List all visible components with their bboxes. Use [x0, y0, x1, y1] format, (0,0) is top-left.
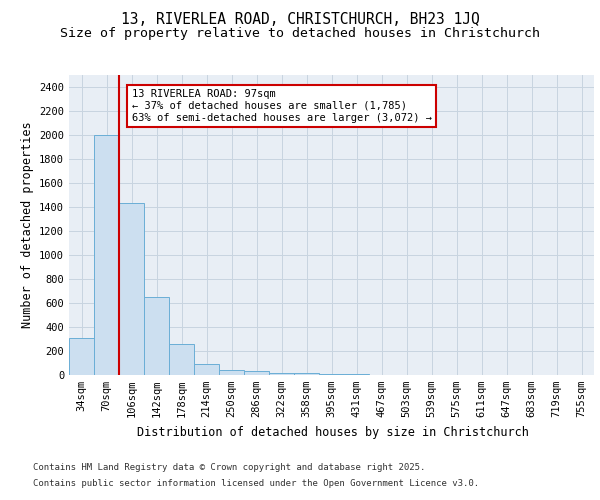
Bar [269, 372, 294, 375]
Bar [219, 370, 244, 375]
Text: Contains public sector information licensed under the Open Government Licence v3: Contains public sector information licen… [33, 478, 479, 488]
Text: Size of property relative to detached houses in Christchurch: Size of property relative to detached ho… [60, 28, 540, 40]
Bar [319, 374, 344, 375]
Bar [344, 374, 369, 375]
Y-axis label: Number of detached properties: Number of detached properties [20, 122, 34, 328]
Bar [119, 204, 144, 375]
Bar [194, 364, 219, 375]
Text: 13 RIVERLEA ROAD: 97sqm
← 37% of detached houses are smaller (1,785)
63% of semi: 13 RIVERLEA ROAD: 97sqm ← 37% of detache… [131, 90, 431, 122]
Bar [169, 344, 194, 375]
Bar [244, 372, 269, 375]
Bar [144, 297, 169, 375]
Bar [69, 338, 94, 375]
Text: Distribution of detached houses by size in Christchurch: Distribution of detached houses by size … [137, 426, 529, 439]
Bar [294, 373, 319, 375]
Text: 13, RIVERLEA ROAD, CHRISTCHURCH, BH23 1JQ: 13, RIVERLEA ROAD, CHRISTCHURCH, BH23 1J… [121, 12, 479, 28]
Text: Contains HM Land Registry data © Crown copyright and database right 2025.: Contains HM Land Registry data © Crown c… [33, 464, 425, 472]
Bar [94, 135, 119, 375]
